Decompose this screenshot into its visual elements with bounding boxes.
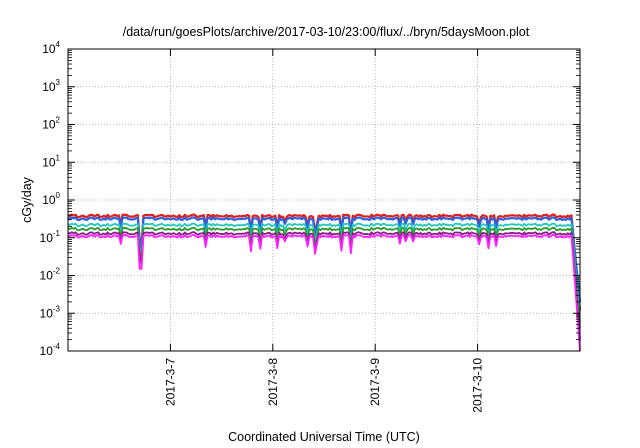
y-tick-label: 103: [42, 78, 60, 94]
x-tick-label: 2017-3-10: [471, 358, 485, 413]
y-tick-labels: 10-4 10-3 10-2 10-1 100 101 102 103 104: [40, 40, 61, 358]
series-line: [67, 216, 582, 303]
chart-title: /data/run/goesPlots/archive/2017-03-10/2…: [123, 25, 530, 39]
series-line: [67, 222, 581, 322]
series-group: [67, 213, 582, 352]
x-tick-labels: 2017-3-7 2017-3-8 2017-3-9 2017-3-10: [163, 358, 484, 413]
y-tick-label: 10-2: [40, 267, 61, 283]
x-tick-label: 2017-3-7: [163, 358, 177, 406]
y-tick-label: 104: [42, 40, 60, 56]
y-tick-label: 100: [42, 191, 60, 207]
x-tick-label: 2017-3-8: [266, 358, 280, 406]
series-line: [67, 234, 581, 352]
y-tick-label: 101: [42, 153, 60, 169]
y-axis-label: cGy/day: [20, 176, 34, 223]
y-tick-label: 102: [42, 116, 60, 132]
y-tick-label: 10-3: [40, 304, 61, 320]
grid: [68, 49, 580, 351]
ticks: [68, 48, 580, 352]
x-axis-label: Coordinated Universal Time (UTC): [228, 430, 420, 444]
y-tick-label: 10-4: [40, 342, 61, 358]
series-line: [67, 231, 581, 340]
y-tick-label: 10-1: [40, 229, 61, 245]
x-tick-label: 2017-3-9: [368, 358, 382, 406]
